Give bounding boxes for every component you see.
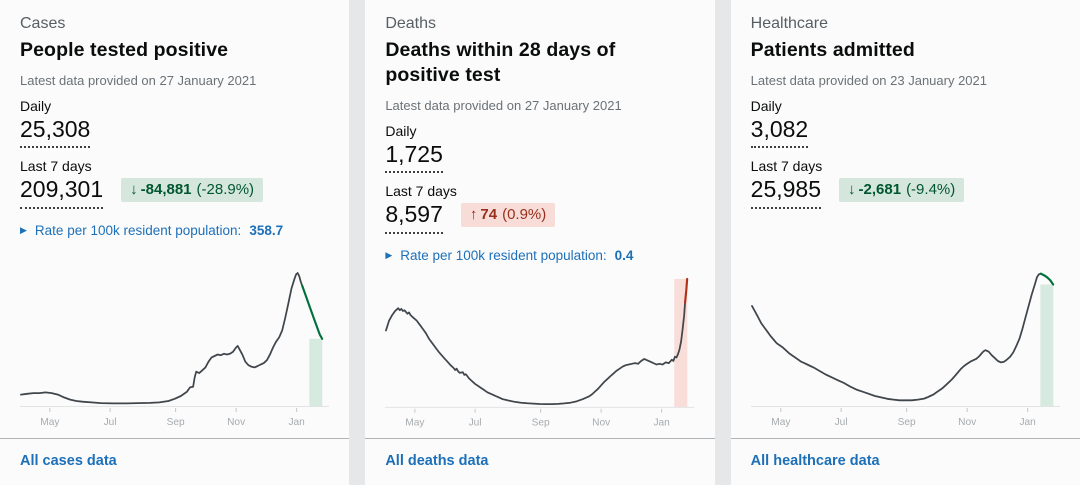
daily-label: Daily [385,122,417,139]
rate-value: 0.4 [614,247,634,263]
rate-label: Rate per 100k resident population: [400,247,607,263]
svg-text:Nov: Nov [227,417,246,428]
deaths-trend-chart: May Jul Sep Nov Jan [385,277,695,428]
change-value: -84,881 [140,180,192,198]
card-title: Patients admitted [750,38,915,61]
card-deaths: Deaths Deaths within 28 days of positive… [365,0,715,485]
weekly-metric: Last 7 days 8,597 ↑ 74 (0.9%) [385,183,694,234]
change-percent: (0.9%) [502,205,547,223]
change-value: 74 [480,205,498,223]
daily-value: 3,082 [750,116,809,149]
card-category: Cases [20,15,66,32]
change-percent: (-28.9%) [196,180,255,198]
card-divider [0,438,350,439]
latest-data-caption: Latest data provided on 23 January 2021 [750,72,987,88]
daily-value: 1,725 [385,141,443,174]
card-cases: Cases People tested positive Latest data… [0,0,350,485]
weekly-metric: Last 7 days 25,985 ↓ -2,681 (-9.4%) [750,158,1060,209]
weekly-label: Last 7 days [385,183,457,200]
card-category: Healthcare [750,15,829,32]
rate-value: 358.7 [249,222,284,238]
card-title: People tested positive [20,38,229,61]
down-arrow-icon: ↓ [130,180,138,198]
weekly-metric: Last 7 days 209,301 ↓ -84,881 (-28.9%) [20,158,329,209]
weekly-value: 25,985 [750,176,822,209]
svg-text:Jul: Jul [104,417,117,428]
svg-text:May: May [40,417,60,428]
change-badge: ↓ -84,881 (-28.9%) [121,177,264,202]
rate-per-100k-toggle[interactable]: ▶ Rate per 100k resident population: 358… [20,223,329,238]
rate-label: Rate per 100k resident population: [34,222,242,238]
change-badge: ↑ 74 (0.9%) [460,202,556,227]
up-arrow-icon: ↑ [469,205,478,223]
svg-text:Nov: Nov [958,417,977,428]
daily-label: Daily [20,97,52,114]
card-divider [365,438,715,439]
healthcare-trend-chart: May Jul Sep Nov Jan [750,272,1060,428]
rate-per-100k-toggle[interactable]: ▶ Rate per 100k resident population: 0.4 [385,248,694,263]
change-value: -2,681 [858,180,902,198]
all-healthcare-data-link[interactable]: All healthcare data [750,453,880,469]
svg-text:Sep: Sep [897,417,915,428]
svg-text:Nov: Nov [592,417,611,428]
latest-data-caption: Latest data provided on 27 January 2021 [20,72,257,88]
expander-triangle-icon: ▶ [385,249,393,260]
svg-text:Jan: Jan [654,417,670,428]
daily-value: 25,308 [20,116,91,149]
card-healthcare: Healthcare Patients admitted Latest data… [730,0,1080,485]
expander-triangle-icon: ▶ [20,224,27,235]
latest-data-caption: Latest data provided on 27 January 2021 [385,97,622,113]
daily-metric: Daily 3,082 [750,97,1060,149]
weekly-label: Last 7 days [20,158,92,175]
daily-label: Daily [750,97,782,114]
svg-text:Jan: Jan [1019,417,1036,428]
change-percent: (-9.4%) [906,180,956,198]
svg-text:Sep: Sep [167,417,185,428]
daily-metric: Daily 25,308 [20,98,329,149]
svg-text:Jul: Jul [834,417,847,428]
down-arrow-icon: ↓ [848,180,856,198]
card-category: Deaths [385,15,437,32]
svg-text:May: May [406,417,426,428]
svg-text:Jan: Jan [288,417,305,428]
change-badge: ↓ -2,681 (-9.4%) [839,177,965,202]
card-title: Deaths within 28 days of positive test [385,38,616,86]
weekly-value: 209,301 [20,176,104,209]
all-deaths-data-link[interactable]: All deaths data [385,453,489,469]
cases-trend-chart: May Jul Sep Nov Jan [20,272,330,428]
svg-text:May: May [771,417,791,428]
svg-text:Sep: Sep [532,417,550,428]
all-cases-data-link[interactable]: All cases data [20,453,117,469]
card-divider [730,438,1080,439]
svg-text:Jul: Jul [469,417,482,428]
weekly-label: Last 7 days [750,158,823,175]
weekly-value: 8,597 [385,201,443,234]
daily-metric: Daily 1,725 [385,123,694,174]
